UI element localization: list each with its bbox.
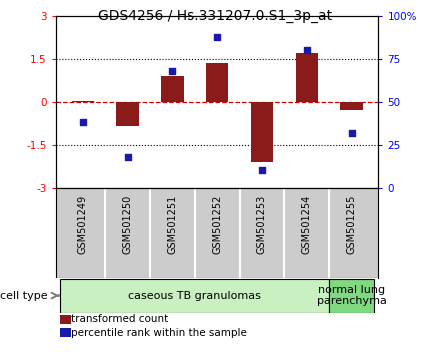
Bar [295, 53, 318, 102]
Point [214, 34, 221, 39]
Text: GDS4256 / Hs.331207.0.S1_3p_at: GDS4256 / Hs.331207.0.S1_3p_at [98, 9, 332, 23]
Bar [117, 102, 139, 126]
Text: GSM501251: GSM501251 [167, 195, 177, 254]
Text: GSM501249: GSM501249 [78, 195, 88, 254]
Text: transformed count: transformed count [71, 314, 168, 324]
Bar [161, 76, 184, 102]
Text: GSM501253: GSM501253 [257, 195, 267, 254]
Point [124, 154, 131, 160]
Bar [206, 63, 228, 102]
Text: percentile rank within the sample: percentile rank within the sample [71, 328, 247, 338]
Point [258, 168, 265, 173]
Text: cell type: cell type [0, 291, 52, 301]
Point [79, 120, 86, 125]
Bar [340, 102, 363, 110]
Point [303, 47, 310, 53]
Text: caseous TB granulomas: caseous TB granulomas [128, 291, 261, 301]
Text: GSM501254: GSM501254 [302, 195, 312, 254]
Bar [251, 102, 273, 162]
Bar [60, 279, 329, 313]
Text: GSM501255: GSM501255 [347, 195, 356, 254]
Text: normal lung
parenchyma: normal lung parenchyma [316, 285, 387, 307]
Text: GSM501252: GSM501252 [212, 195, 222, 254]
Text: GSM501250: GSM501250 [123, 195, 132, 254]
Bar [329, 279, 374, 313]
Point [348, 130, 355, 136]
Point [169, 68, 176, 74]
Bar [71, 101, 94, 102]
